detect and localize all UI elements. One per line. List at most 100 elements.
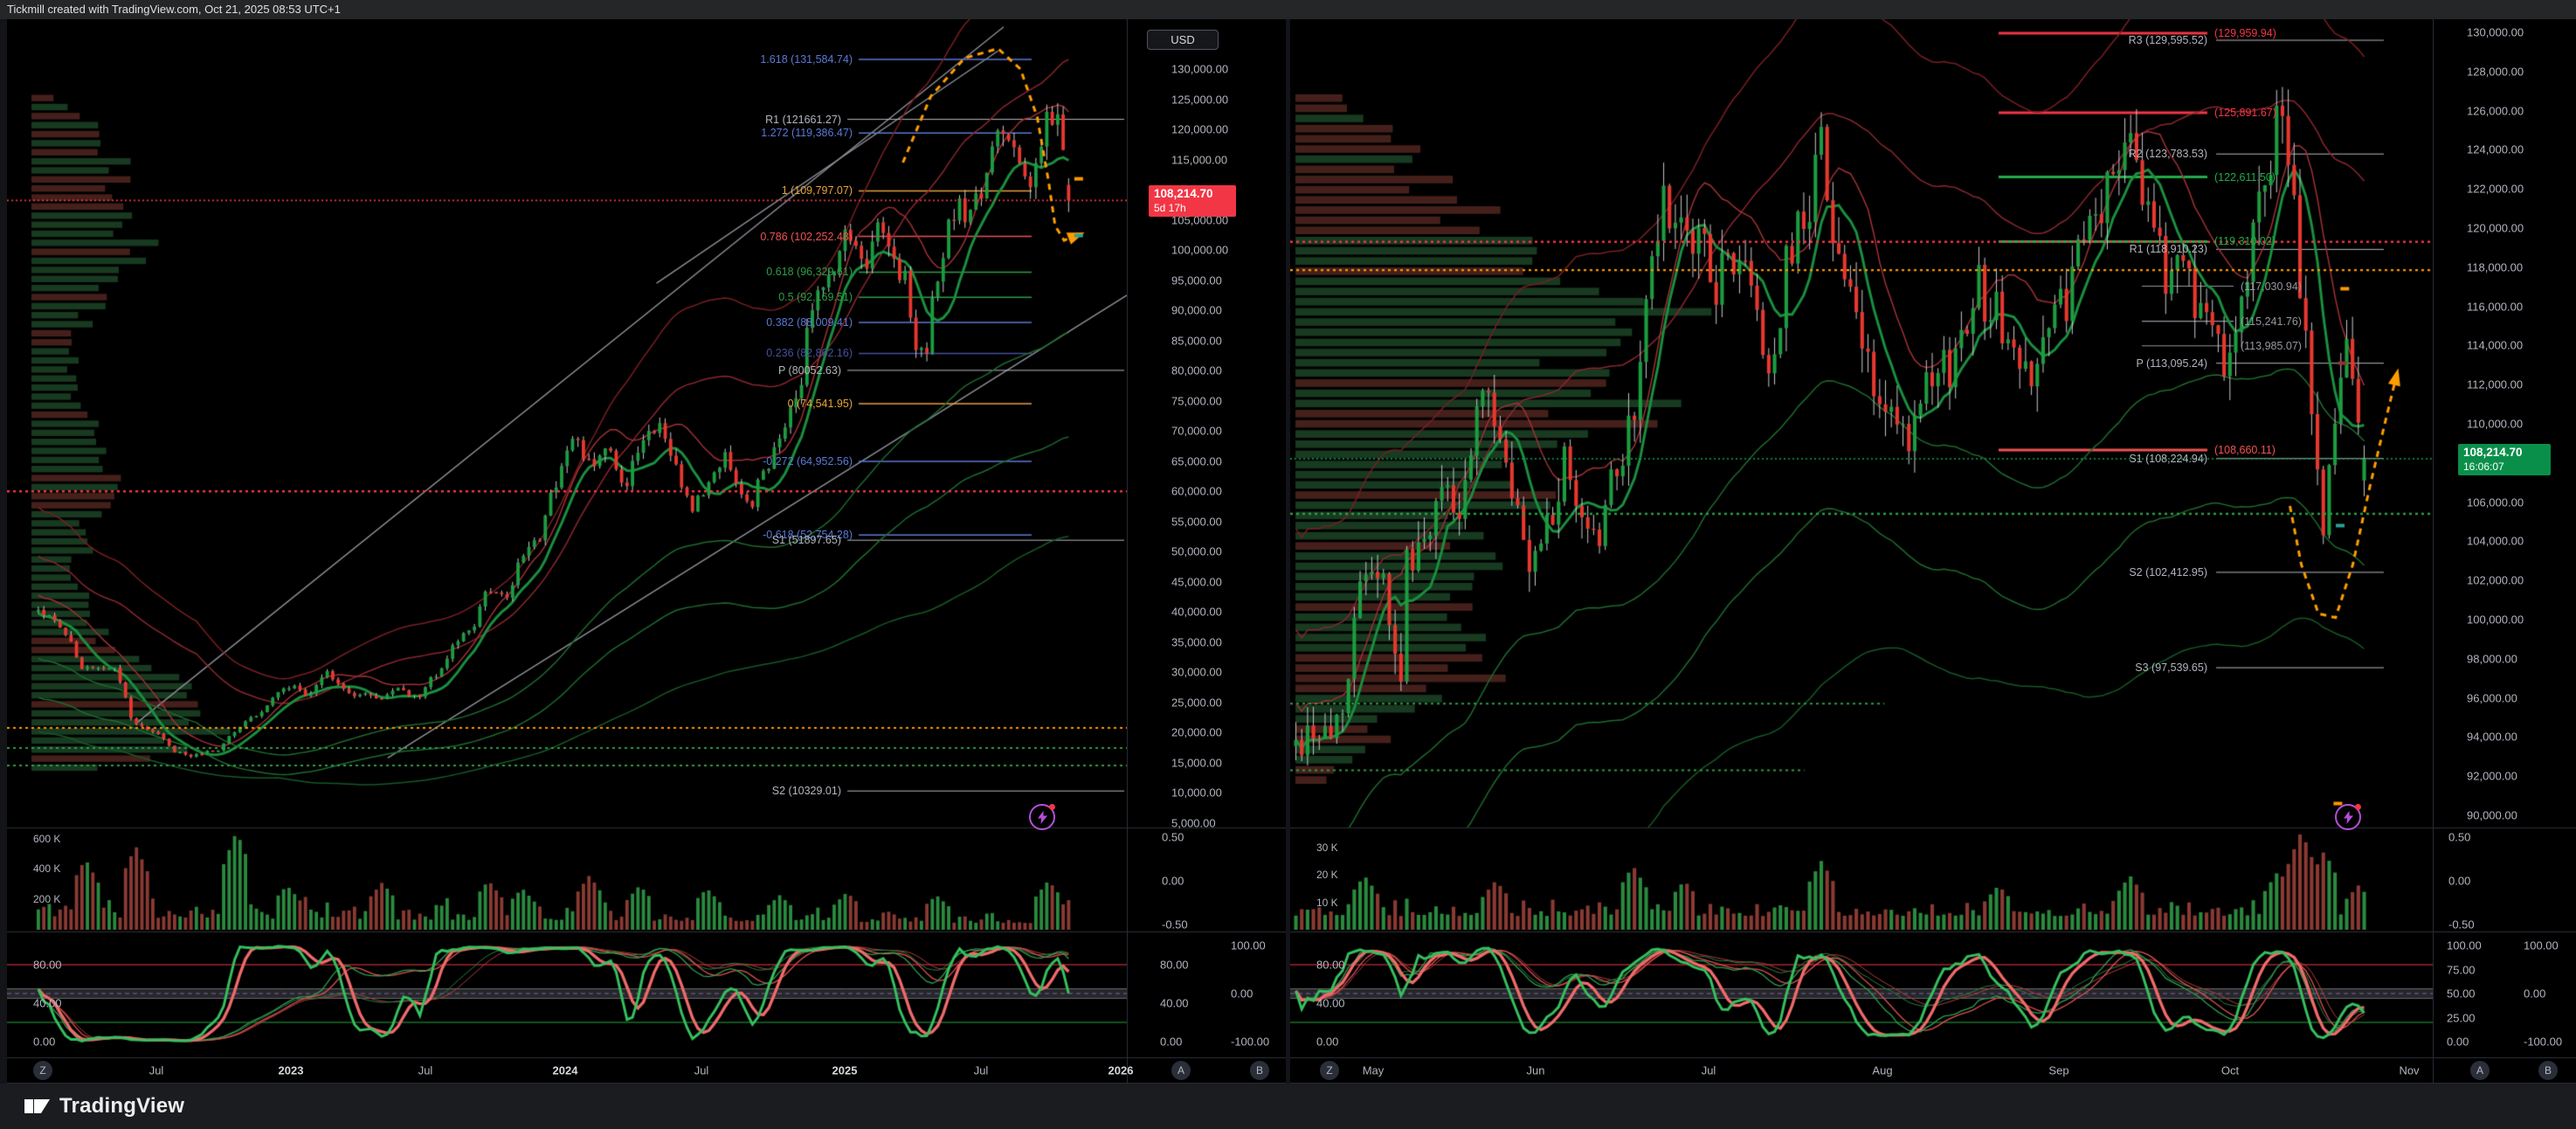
usd-button[interactable]: USD — [1147, 30, 1219, 50]
pane-divider[interactable] — [7, 1083, 1286, 1084]
osc-scaleB-tick-label: 0.00 — [2524, 987, 2546, 1001]
scale-badge[interactable]: B — [1250, 1061, 1269, 1080]
price-tick-label: 80,000.00 — [1171, 364, 1222, 377]
zoom-badge[interactable]: Z — [33, 1061, 52, 1080]
time-tick-label[interactable]: Oct — [2220, 1063, 2240, 1077]
volume-tick-label: 30 K — [1316, 841, 1338, 854]
level-label: 0 (74,541.95) — [787, 397, 853, 410]
time-tick-label[interactable]: 2024 — [552, 1063, 578, 1077]
pane-divider[interactable] — [1290, 1083, 2576, 1084]
osc-tick-label: 40.00 — [33, 996, 62, 1010]
osc-tick-label: 0.00 — [33, 1035, 56, 1049]
price-tick-label: 92,000.00 — [2467, 769, 2517, 783]
level-label: (113,985.07) — [2241, 339, 2302, 352]
price-badge: 108,214.70 5d 17h — [1149, 185, 1236, 218]
time-tick-label[interactable]: 2025 — [832, 1063, 858, 1077]
osc-tick-label: 80.00 — [33, 958, 62, 972]
price-tick-label: 90,000.00 — [2467, 808, 2517, 822]
volume-scale2-tick-label: 0.50 — [2448, 830, 2471, 844]
volume-scale2-tick-label: 0.00 — [1162, 874, 1184, 888]
time-tick-label[interactable]: Jul — [694, 1063, 709, 1077]
level-label: 0.5 (92,169.51) — [778, 291, 853, 304]
time-tick-label[interactable]: 2023 — [278, 1063, 304, 1077]
price-tick-label: 45,000.00 — [1171, 575, 1222, 589]
chart-canvas[interactable] — [7, 19, 1127, 1084]
time-tick-label[interactable]: Jul — [973, 1063, 989, 1077]
time-tick-label[interactable]: 2026 — [1108, 1063, 1134, 1077]
price-tick-label: 114,000.00 — [2467, 338, 2524, 352]
price-tick-label: 106,000.00 — [2467, 495, 2524, 509]
header-title: Tickmill created with TradingView.com, O… — [7, 3, 341, 16]
pane-divider[interactable] — [1290, 1057, 2576, 1058]
price-tick-label: 25,000.00 — [1171, 696, 1222, 710]
price-axis[interactable]: USD 130,000.00 125,000.00 120,000.00 115,000… — [1128, 19, 1286, 1084]
volume-tick-label: 600 K — [33, 832, 61, 845]
volume-tick-label: 20 K — [1316, 869, 1338, 882]
time-tick-label[interactable]: Sep — [2048, 1063, 2069, 1077]
level-label: (125,891.67) — [2214, 107, 2276, 120]
osc-scaleA-tick-label: 50.00 — [2447, 987, 2476, 1001]
time-tick-label[interactable]: Jul — [418, 1063, 433, 1077]
level-label: (122,611.50) — [2214, 170, 2276, 184]
level-label: 0.618 (96,329.61) — [766, 266, 853, 279]
plot-axis-divider — [2433, 19, 2434, 1084]
chart-canvas[interactable] — [1290, 19, 2433, 1084]
volume-scale2-tick-label: -0.50 — [1162, 918, 1188, 932]
time-tick-label[interactable]: May — [1362, 1063, 1385, 1077]
level-label: (108,660.11) — [2214, 444, 2276, 456]
price-axis[interactable]: 130,000.00 128,000.00 126,000.00 124,000.00… — [2434, 19, 2576, 1084]
price-tick-label: 130,000.00 — [1171, 62, 1229, 76]
price-tick-label: 122,000.00 — [2467, 182, 2524, 196]
price-tick-label: 35,000.00 — [1171, 635, 1222, 649]
price-tick-label: 120,000.00 — [1171, 122, 1229, 136]
osc-scaleA-tick-label: 40.00 — [1160, 996, 1189, 1010]
scale-badge[interactable]: A — [2470, 1061, 2490, 1080]
tradingview-logo-icon[interactable] — [24, 1095, 51, 1118]
time-tick-label[interactable]: Jul — [1701, 1063, 1716, 1077]
plot-axis-divider — [1127, 19, 1128, 1084]
price-tick-label: 110,000.00 — [2467, 417, 2524, 431]
price-tick-label: 130,000.00 — [2467, 25, 2524, 39]
level-label: P (80052.63) — [777, 364, 841, 377]
osc-scaleA-tick-label: 80.00 — [1160, 958, 1189, 972]
price-tick-label: 118,000.00 — [2467, 260, 2524, 274]
osc-scaleA-tick-label: 0.00 — [1160, 1035, 1183, 1049]
time-tick-label[interactable]: Nov — [2399, 1063, 2420, 1077]
tradingview-logo-text[interactable]: TradingView — [59, 1094, 185, 1118]
level-label: R2 (123,783.53) — [2128, 148, 2207, 161]
header-bar: Tickmill created with TradingView.com, O… — [0, 0, 2576, 19]
level-label: -0.272 (64,952.56) — [763, 455, 853, 468]
pane-divider[interactable] — [7, 1057, 1286, 1058]
price-tick-label: 126,000.00 — [2467, 104, 2524, 118]
zoom-badge[interactable]: Z — [1320, 1061, 1339, 1080]
osc-scaleA-tick-label: 0.00 — [2447, 1035, 2469, 1049]
flash-icon[interactable] — [2335, 804, 2361, 830]
level-label: 1.618 (131,584.74) — [760, 53, 853, 66]
price-tick-label: 100,000.00 — [2467, 613, 2524, 627]
scale-badge[interactable]: A — [1171, 1061, 1191, 1080]
flash-icon[interactable] — [1029, 804, 1055, 830]
volume-scale2-tick-label: 0.50 — [1162, 830, 1184, 844]
price-tick-label: 20,000.00 — [1171, 725, 1222, 739]
price-tick-label: 104,000.00 — [2467, 534, 2524, 548]
price-tick-label: 100,000.00 — [1171, 243, 1229, 257]
price-tick-label: 15,000.00 — [1171, 756, 1222, 770]
price-tick-label: 94,000.00 — [2467, 730, 2517, 744]
last-price-value: 108,214.70 — [1154, 187, 1213, 201]
price-tick-label: 30,000.00 — [1171, 665, 1222, 679]
time-tick-label[interactable]: Jun — [1526, 1063, 1545, 1077]
scale-badge[interactable]: B — [2538, 1061, 2558, 1080]
level-label: R1 (118,910.23) — [2129, 243, 2207, 256]
chart-panel-right: (129,959.94) R3 (129,595.52) (125,891.67) R… — [1290, 19, 2576, 1084]
price-badge: 108,214.70 16:06:07 — [2458, 443, 2551, 475]
level-label: S2 (102,412.95) — [2129, 565, 2207, 578]
price-tick-label: 125,000.00 — [1171, 93, 1229, 107]
price-tick-label: 70,000.00 — [1171, 424, 1222, 438]
osc-scaleB-tick-label: -100.00 — [2524, 1035, 2563, 1049]
price-tick-label: 120,000.00 — [2467, 221, 2524, 235]
osc-scaleB-tick-label: 0.00 — [1231, 987, 1253, 1001]
time-tick-label[interactable]: Jul — [148, 1063, 164, 1077]
volume-scale2-tick-label: 0.00 — [2448, 874, 2471, 888]
price-tick-label: 102,000.00 — [2467, 573, 2524, 587]
time-tick-label[interactable]: Aug — [1872, 1063, 1893, 1077]
